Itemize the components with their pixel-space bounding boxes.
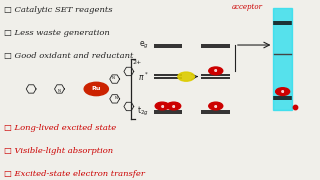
Text: 2+: 2+ <box>133 60 142 65</box>
Text: N: N <box>58 89 61 93</box>
Circle shape <box>84 82 108 96</box>
Text: e$_g$: e$_g$ <box>139 40 149 51</box>
Text: e: e <box>214 68 218 73</box>
Text: e: e <box>161 103 164 109</box>
Circle shape <box>178 72 195 81</box>
Point <box>293 105 298 108</box>
Text: □ Good oxidant and reductant: □ Good oxidant and reductant <box>4 52 133 60</box>
Bar <box>273 8 292 110</box>
Circle shape <box>155 102 169 110</box>
Circle shape <box>209 67 223 75</box>
Text: □ Catalytic SET reagents: □ Catalytic SET reagents <box>4 6 112 14</box>
Text: e: e <box>214 103 218 109</box>
Text: e: e <box>281 89 284 94</box>
Circle shape <box>167 102 181 110</box>
Text: e: e <box>172 103 175 109</box>
Circle shape <box>276 88 290 95</box>
Text: □ Long-lived excited state: □ Long-lived excited state <box>4 124 116 132</box>
Text: t$_{2g}$: t$_{2g}$ <box>137 105 149 118</box>
Circle shape <box>209 102 223 110</box>
Text: □ Excited-state electron transfer: □ Excited-state electron transfer <box>4 170 145 178</box>
Text: N: N <box>115 96 118 100</box>
Text: □ Less waste generation: □ Less waste generation <box>4 29 110 37</box>
Text: acceptor: acceptor <box>232 3 263 11</box>
Text: N: N <box>111 76 114 80</box>
Text: □ Visible-light absorption: □ Visible-light absorption <box>4 147 113 155</box>
Text: $\pi^*$: $\pi^*$ <box>138 70 149 83</box>
Text: Ru: Ru <box>92 86 101 91</box>
